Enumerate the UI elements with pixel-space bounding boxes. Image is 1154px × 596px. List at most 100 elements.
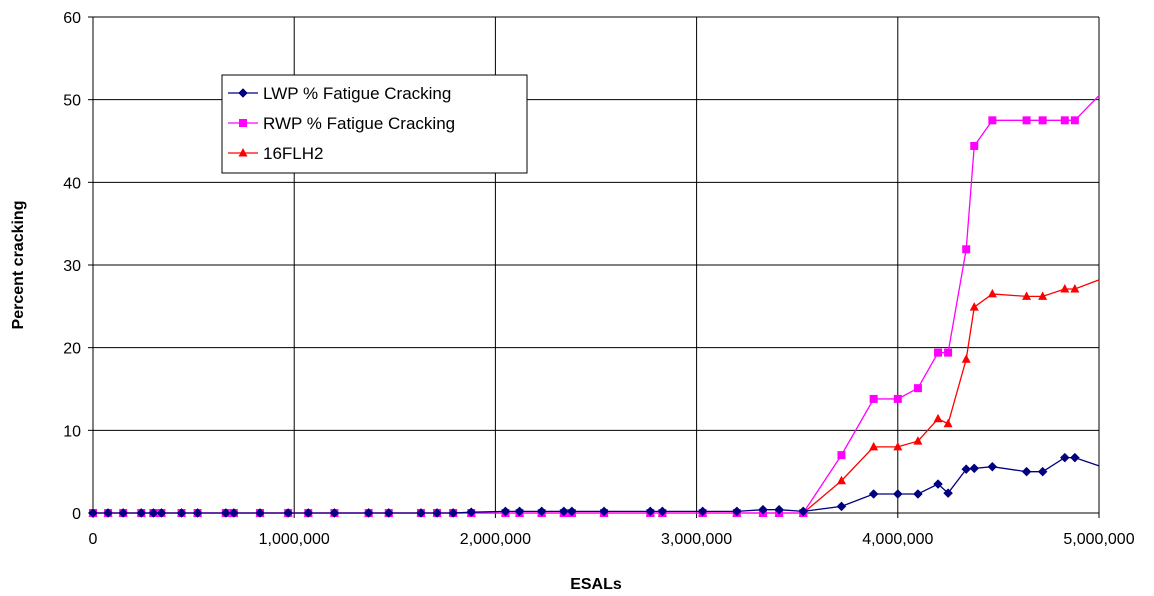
legend-label: RWP % Fatigue Cracking (263, 114, 455, 133)
data-point (836, 501, 847, 512)
legend-item: 16FLH2 (228, 144, 323, 163)
data-point (913, 384, 922, 393)
legend-item: RWP % Fatigue Cracking (228, 114, 455, 133)
data-point (987, 461, 998, 472)
data-point (1021, 466, 1032, 477)
x-axis-title: ESALs (570, 576, 622, 593)
data-point (514, 506, 525, 517)
data-point (1038, 291, 1048, 300)
data-point (657, 506, 668, 517)
data-point (836, 475, 846, 485)
data-point (798, 506, 809, 517)
data-point (103, 508, 113, 518)
data-point (774, 504, 784, 515)
data-point (933, 479, 943, 489)
data-point (1037, 466, 1048, 477)
data-point (893, 394, 902, 403)
x-tick-label: 1,000,000 (259, 531, 330, 548)
data-point (943, 488, 953, 499)
x-tick-label: 0 (89, 531, 98, 548)
x-tick-label: 4,000,000 (862, 531, 933, 548)
data-point (136, 508, 147, 518)
data-point (432, 508, 442, 518)
y-axis-title: Percent cracking (10, 201, 27, 330)
data-point (892, 489, 903, 499)
legend-label: 16FLH2 (263, 144, 323, 163)
data-point (970, 141, 979, 150)
data-point (567, 506, 577, 517)
data-point (1060, 283, 1070, 293)
y-tick-label: 40 (63, 175, 81, 192)
data-point (988, 116, 997, 125)
data-point (933, 413, 943, 423)
x-tick-label: 3,000,000 (661, 531, 732, 548)
legend: LWP % Fatigue Cracking RWP % Fatigue Crac… (221, 74, 528, 174)
data-point (913, 436, 923, 445)
data-point (156, 508, 167, 518)
data-point (118, 508, 129, 518)
data-point (500, 506, 511, 517)
data-point (1070, 452, 1080, 463)
data-point (758, 504, 768, 515)
y-tick-label: 0 (72, 506, 81, 523)
data-point (192, 508, 203, 518)
data-point (697, 506, 708, 517)
data-point (868, 489, 879, 499)
legend-marker (238, 88, 248, 98)
data-point (913, 489, 923, 499)
data-point (893, 441, 903, 451)
legend-box (221, 74, 528, 174)
data-point (599, 506, 609, 517)
data-point (448, 508, 459, 518)
data-point (1060, 116, 1069, 125)
data-point (987, 288, 997, 298)
data-point (176, 508, 187, 518)
data-point (645, 506, 656, 517)
data-point (1070, 283, 1080, 293)
data-point (869, 441, 879, 451)
series-0 (88, 452, 1100, 518)
y-tick-labels: 0 10 20 30 40 50 60 (63, 10, 81, 523)
data-point (148, 508, 159, 518)
data-point (416, 508, 426, 518)
data-point (1022, 116, 1031, 125)
data-point (220, 508, 231, 518)
data-point (961, 354, 971, 363)
y-tick-label: 20 (63, 341, 81, 358)
data-point (731, 506, 742, 517)
data-point (1059, 452, 1070, 463)
data-point (255, 508, 265, 518)
legend-label: LWP % Fatigue Cracking (263, 84, 451, 103)
data-point (869, 394, 878, 403)
data-point (934, 348, 943, 357)
data-point (962, 245, 971, 254)
y-tick-label: 50 (63, 93, 81, 110)
data-point (329, 508, 340, 518)
y-tick-label: 60 (63, 10, 81, 27)
x-tick-labels: 0 1,000,000 2,000,000 3,000,000 4,000,000 5,0… (89, 531, 1135, 548)
legend-item: LWP % Fatigue Cracking (228, 84, 451, 103)
y-tick-label: 10 (63, 423, 81, 440)
data-point (944, 348, 953, 357)
data-point (88, 508, 98, 518)
data-point (969, 302, 979, 311)
y-tick-label: 30 (63, 258, 81, 275)
data-point (837, 451, 846, 460)
data-point (536, 506, 547, 517)
data-point (1022, 291, 1032, 300)
data-point (283, 508, 294, 518)
x-tick-label: 2,000,000 (460, 531, 531, 548)
series-group (88, 95, 1100, 518)
data-point (961, 464, 972, 475)
legend-marker (239, 119, 247, 127)
data-point (943, 418, 953, 428)
data-point (969, 463, 980, 474)
data-point (1038, 116, 1047, 125)
data-point (228, 508, 239, 518)
data-point (383, 508, 394, 518)
legend-marker (238, 148, 248, 157)
data-point (466, 507, 477, 518)
x-tick-label: 5,000,000 (1063, 531, 1134, 548)
data-point (303, 508, 314, 518)
